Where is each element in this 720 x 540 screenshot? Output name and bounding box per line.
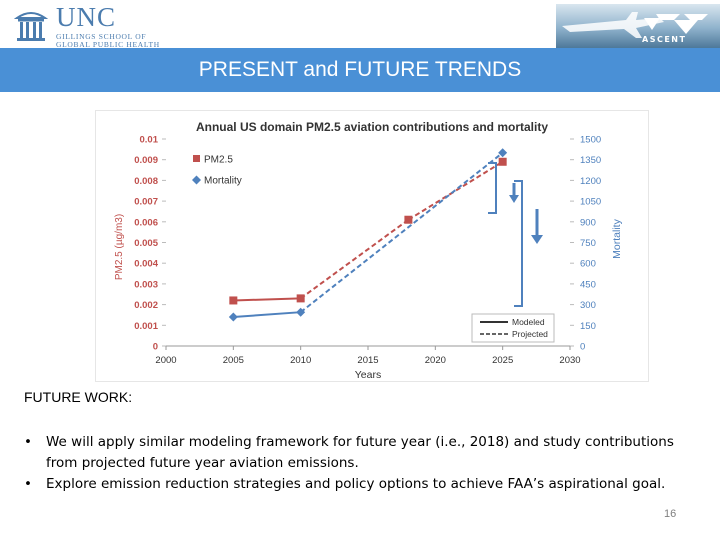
y-left-tick-label: 0.01 <box>140 135 159 146</box>
x-tick-label: 2000 <box>155 355 176 366</box>
series-line-segment <box>300 152 504 313</box>
data-point-square <box>404 215 413 224</box>
x-axis-label: Years <box>355 369 381 381</box>
down-arrow-small-head <box>509 195 519 203</box>
y-right-tick-label: 1200 <box>580 176 601 187</box>
page-title: PRESENT and FUTURE TRENDS <box>198 58 522 81</box>
y-left-tick-label: 0.008 <box>134 176 158 187</box>
series-line-segment <box>300 218 409 300</box>
y-right-tick-label: 750 <box>580 238 596 249</box>
y-left-tick-label: 0.001 <box>134 321 158 332</box>
old-well-icon <box>14 12 48 41</box>
ascent-logo-text: ASCENT <box>642 35 687 44</box>
y-right-tick-label: 1050 <box>580 197 601 208</box>
airplane-icon <box>562 12 708 38</box>
chart-container: Annual US domain PM2.5 aviation contribu… <box>95 110 649 382</box>
x-tick-label: 2020 <box>425 355 446 366</box>
legend-marker-square <box>193 155 200 162</box>
ascent-logo: ASCENT <box>556 4 720 48</box>
x-tick-label: 2005 <box>223 355 244 366</box>
y-left-tick-label: 0.004 <box>134 259 158 270</box>
legend-label: PM2.5 <box>204 155 233 166</box>
chart: Annual US domain PM2.5 aviation contribu… <box>114 120 623 381</box>
list-item: • We will apply similar modeling framewo… <box>24 432 704 474</box>
bullet-icon: • <box>24 476 32 492</box>
legend-label: Mortality <box>204 176 242 187</box>
y-left-tick-label: 0.007 <box>134 197 158 208</box>
legend-modeled-label: Modeled <box>512 317 545 327</box>
x-tick-label: 2010 <box>290 355 311 366</box>
data-point-diamond <box>228 312 238 322</box>
line-style-legend-box <box>471 313 555 343</box>
y-left-tick-label: 0.009 <box>134 155 158 166</box>
series-line-segment <box>407 160 504 221</box>
y-left-tick-label: 0.003 <box>134 279 158 290</box>
legend-marker-diamond <box>192 175 201 185</box>
data-point-diamond <box>498 148 508 158</box>
bullet-text: We will apply similar modeling framework… <box>46 434 674 471</box>
title-bar: PRESENT and FUTURE TRENDS <box>0 48 720 92</box>
y-right-tick-label: 150 <box>580 321 596 332</box>
y-left-tick-label: 0.005 <box>134 238 158 249</box>
y-right-tick-label: 1350 <box>580 155 601 166</box>
data-point-square <box>229 296 238 305</box>
y-left-axis-label: PM2.5 (µg/m3) <box>114 214 125 280</box>
data-point-square <box>296 294 305 303</box>
bullet-icon: • <box>24 434 32 450</box>
x-tick-label: 2015 <box>357 355 378 366</box>
y-right-tick-label: 300 <box>580 300 596 311</box>
series-line-segment <box>233 297 301 302</box>
unc-logo-line2: GLOBAL PUBLIC HEALTH <box>56 40 160 49</box>
bullet-text: Explore emission reduction strategies an… <box>46 476 666 492</box>
future-work-heading: FUTURE WORK: <box>24 389 133 405</box>
unc-logo-line1: GILLINGS SCHOOL OF <box>56 32 147 41</box>
future-work-list: • We will apply similar modeling framewo… <box>24 432 704 495</box>
x-tick-label: 2025 <box>492 355 513 366</box>
y-right-tick-label: 450 <box>580 279 596 290</box>
data-point-square <box>498 157 507 166</box>
unc-gillings-logo: UNC GILLINGS SCHOOL OF GLOBAL PUBLIC HEA… <box>14 2 174 49</box>
unc-logo-text: UNC <box>56 2 117 32</box>
y-right-tick-label: 600 <box>580 259 596 270</box>
header: UNC GILLINGS SCHOOL OF GLOBAL PUBLIC HEA… <box>0 0 720 49</box>
bracket-large <box>514 180 523 307</box>
legend-projected-label: Projected <box>512 329 548 339</box>
y-right-tick-label: 900 <box>580 217 596 228</box>
y-right-tick-label: 1500 <box>580 135 601 146</box>
list-item: • Explore emission reduction strategies … <box>24 474 704 495</box>
page-number: 16 <box>664 508 677 520</box>
chart-title: Annual US domain PM2.5 aviation contribu… <box>196 120 548 134</box>
series-line-segment <box>233 311 301 319</box>
data-point-diamond <box>296 307 306 317</box>
bracket-small <box>488 162 497 214</box>
y-left-tick-label: 0.006 <box>134 217 158 228</box>
y-right-tick-label: 0 <box>580 342 585 353</box>
y-right-axis-label: Mortality <box>611 218 623 258</box>
down-arrow-large-head <box>531 235 543 244</box>
x-tick-label: 2030 <box>559 355 580 366</box>
y-left-tick-label: 0 <box>153 342 158 353</box>
y-left-tick-label: 0.002 <box>134 300 158 311</box>
